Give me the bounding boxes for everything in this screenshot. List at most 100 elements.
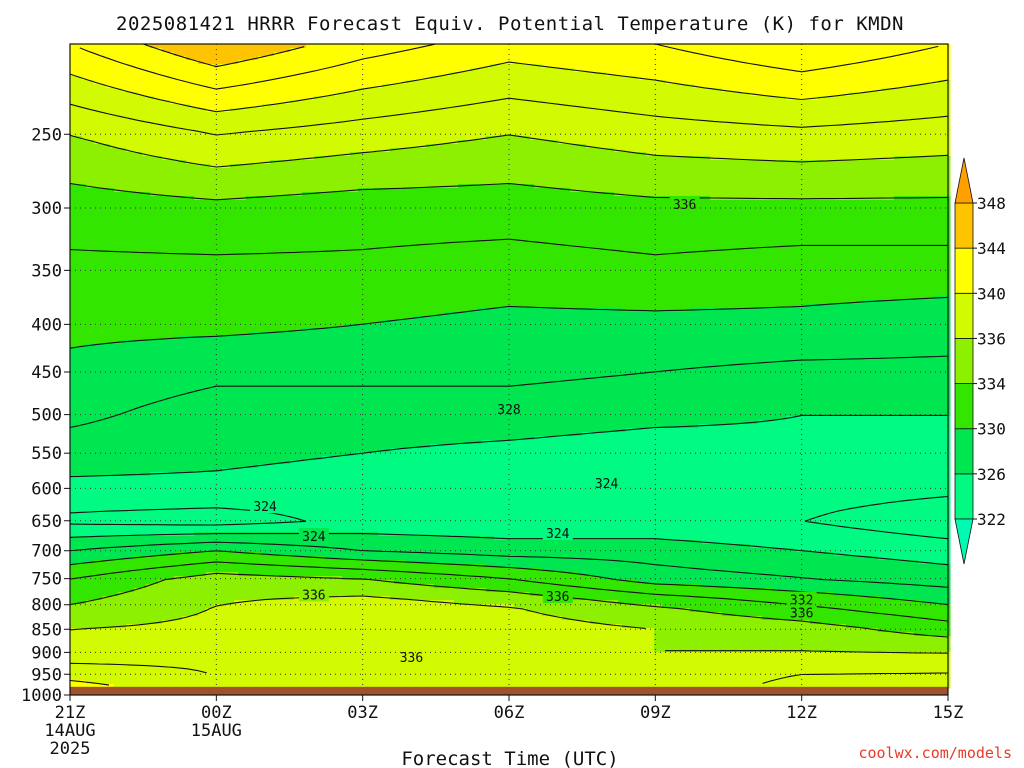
field-cell <box>134 536 139 541</box>
field-cell <box>86 88 91 93</box>
field-cell <box>86 192 91 197</box>
field-cell <box>70 504 75 509</box>
field-cell <box>122 320 127 325</box>
field-cell <box>90 588 95 593</box>
field-cell <box>106 124 111 129</box>
field-cell <box>98 136 103 141</box>
field-cell <box>106 676 111 681</box>
field-cell <box>106 440 111 445</box>
field-cell <box>122 336 127 341</box>
field-cell <box>158 196 163 201</box>
field-cell <box>130 384 135 389</box>
field-cell <box>102 284 107 289</box>
field-cell <box>74 604 79 609</box>
field-cell <box>106 384 111 389</box>
field-cell <box>162 64 167 69</box>
field-cell <box>106 152 111 157</box>
field-cell <box>114 372 119 377</box>
field-cell <box>70 640 75 645</box>
field-cell <box>162 44 167 49</box>
field-cell <box>146 484 151 489</box>
field-cell <box>106 344 111 349</box>
field-cell <box>78 540 83 545</box>
field-cell <box>134 632 139 637</box>
field-cell <box>138 380 143 385</box>
field-cell <box>102 580 107 585</box>
field-cell <box>86 556 91 561</box>
field-cell <box>118 224 123 229</box>
field-cell <box>106 240 111 245</box>
field-cell <box>126 364 131 369</box>
field-cell <box>90 260 95 265</box>
field-cell <box>114 228 119 233</box>
field-cell <box>114 156 119 161</box>
field-cell <box>122 360 127 365</box>
field-cell <box>154 380 159 385</box>
field-cell <box>78 544 83 549</box>
field-cell <box>158 484 163 489</box>
field-cell <box>150 560 155 565</box>
field-cell <box>158 508 163 513</box>
field-cell <box>154 108 159 113</box>
field-cell <box>134 288 139 293</box>
field-cell <box>142 644 147 649</box>
field-cell <box>142 128 147 133</box>
field-cell <box>78 256 83 261</box>
field-cell <box>118 72 123 77</box>
field-cell <box>134 80 139 85</box>
field-cell <box>106 496 111 501</box>
field-cell <box>170 128 175 133</box>
field-cell <box>118 420 123 425</box>
field-cell <box>90 556 95 561</box>
field-cell <box>90 464 95 469</box>
field-cell <box>90 224 95 229</box>
field-cell <box>142 592 147 597</box>
field-cell <box>70 392 75 397</box>
field-cell <box>162 432 167 437</box>
field-cell <box>106 256 111 261</box>
field-cell <box>90 416 95 421</box>
field-cell <box>150 148 155 153</box>
field-cell <box>166 548 171 553</box>
field-cell <box>114 304 119 309</box>
field-cell <box>130 56 135 61</box>
field-cell <box>98 440 103 445</box>
field-cell <box>70 428 75 433</box>
field-cell <box>78 516 83 521</box>
field-cell <box>78 340 83 345</box>
field-cell <box>150 428 155 433</box>
field-cell <box>114 520 119 525</box>
field-cell <box>70 360 75 365</box>
field-cell <box>134 200 139 205</box>
field-cell <box>98 124 103 129</box>
field-cell <box>126 672 131 677</box>
field-cell <box>126 520 131 525</box>
field-cell <box>98 104 103 109</box>
field-cell <box>86 132 91 137</box>
field-cell <box>154 528 159 533</box>
field-cell <box>126 452 131 457</box>
field-cell <box>94 156 99 161</box>
field-cell <box>158 68 163 73</box>
field-cell <box>130 572 135 577</box>
field-cell <box>138 428 143 433</box>
field-cell <box>98 460 103 465</box>
field-cell <box>86 620 91 625</box>
field-cell <box>94 64 99 69</box>
field-cell <box>170 136 175 141</box>
field-cell <box>78 180 83 185</box>
field-cell <box>162 660 167 665</box>
field-cell <box>106 492 111 497</box>
field-cell <box>142 316 147 321</box>
field-cell <box>158 116 163 121</box>
field-cell <box>74 456 79 461</box>
field-cell <box>170 316 175 321</box>
field-cell <box>158 424 163 429</box>
field-cell <box>166 56 171 61</box>
field-cell <box>126 168 131 173</box>
field-cell <box>122 612 127 617</box>
field-cell <box>106 432 111 437</box>
field-cell <box>130 108 135 113</box>
field-cell <box>70 444 75 449</box>
field-cell <box>170 456 175 461</box>
